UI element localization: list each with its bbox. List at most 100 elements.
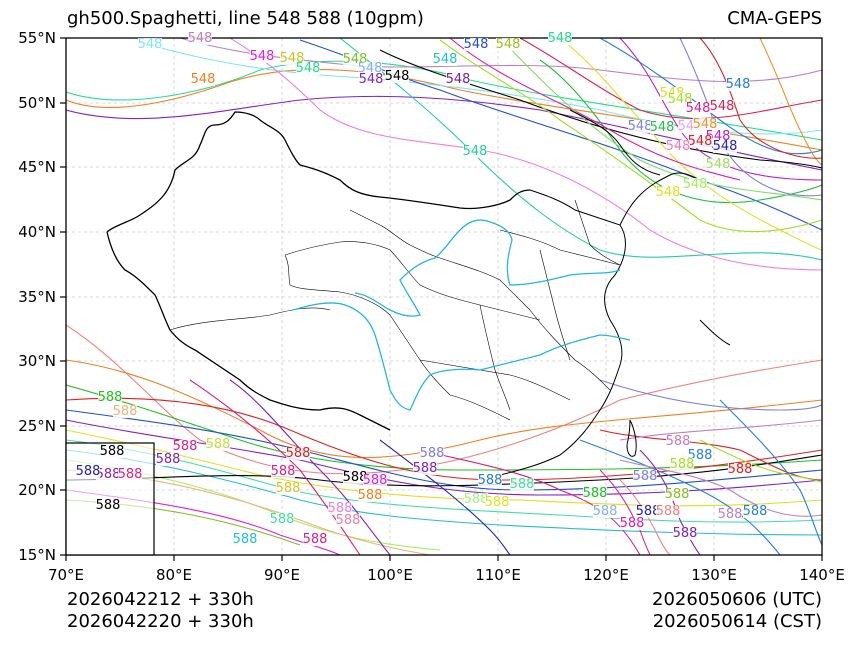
- contour-label: 588: [233, 532, 258, 547]
- contour-label: 548: [628, 119, 653, 134]
- contour-label: 588: [510, 477, 535, 492]
- y-tick-50N: 50°N: [18, 94, 56, 112]
- contour-label: 588: [286, 446, 311, 461]
- y-tick-15N: 15°N: [18, 546, 56, 564]
- contour-label: 548: [656, 185, 681, 200]
- contour-label: 588: [583, 486, 608, 501]
- contour-label: 588: [485, 495, 510, 510]
- contour-label: 548: [191, 72, 216, 87]
- contour-label: 588: [113, 404, 138, 419]
- contour-label: 548: [688, 134, 713, 149]
- contour-label: 548: [650, 120, 675, 135]
- chart-title: gh500.Spaghetti, line 548 588 (10gpm): [67, 8, 424, 29]
- x-tick-70E: 70°E: [47, 566, 85, 584]
- y-tick-45N: 45°N: [18, 158, 56, 176]
- contour-label: 588: [478, 473, 503, 488]
- x-tick-130E: 130°E: [691, 566, 737, 584]
- x-tick-90E: 90°E: [263, 566, 301, 584]
- contour-label: 588: [633, 469, 658, 484]
- contours-548: [66, 38, 822, 271]
- contour-label: 548: [296, 61, 321, 76]
- contour-label: 588: [593, 504, 618, 519]
- contour-label: 588: [665, 487, 690, 502]
- y-tick-20N: 20°N: [18, 481, 56, 499]
- contour-label: 588: [156, 452, 181, 467]
- contour-label: 588: [173, 439, 198, 454]
- gridlines: [66, 38, 822, 555]
- contour-label: 588: [666, 434, 691, 449]
- contour-label: 548: [706, 157, 731, 172]
- contour-label: 548: [496, 37, 521, 52]
- coastline: [499, 109, 731, 476]
- contour-label: 548: [359, 72, 384, 87]
- model-name: CMA-GEPS: [727, 8, 822, 29]
- country-borders: [106, 111, 531, 431]
- contour-label: 588: [336, 513, 361, 528]
- contour-label: 548: [683, 177, 708, 192]
- contour-label: 548: [250, 49, 275, 64]
- contour-label: 588: [303, 532, 328, 547]
- rivers: [292, 219, 631, 411]
- contour-label: 588: [98, 390, 123, 405]
- contour-label: 588: [656, 504, 681, 519]
- contour-label: 548: [713, 139, 738, 154]
- contour-label: 548: [446, 72, 471, 87]
- contour-label: 588: [343, 470, 368, 485]
- contour-label: 548: [464, 37, 489, 52]
- init-time-block: 2026042212 + 330h 2026042220 + 330h: [67, 589, 254, 633]
- contour-label: 588: [363, 473, 388, 488]
- contour-label: 548: [463, 144, 488, 159]
- contour-label: 548: [686, 101, 711, 116]
- contour-label: 548: [693, 117, 718, 132]
- contour-label: 588: [96, 498, 121, 513]
- contour-label: 588: [100, 444, 125, 459]
- contour-label: 588: [118, 467, 143, 482]
- contour-label: 588: [328, 501, 353, 516]
- x-tick-140E: 140°E: [799, 566, 845, 584]
- tick-marks: [60, 37, 823, 561]
- contour-label: 588: [413, 461, 438, 476]
- contour-label: 588: [620, 516, 645, 531]
- y-tick-25N: 25°N: [18, 417, 56, 435]
- contour-label: 588: [96, 467, 121, 482]
- contour-label: 548: [548, 31, 573, 46]
- province-borders: [169, 199, 621, 421]
- valid-time-utc: 2026050606 (UTC): [652, 589, 822, 610]
- init-time-cst: 2026042220 + 330h: [67, 611, 254, 632]
- contour-label: 588: [670, 457, 695, 472]
- valid-time-cst: 2026050614 (CST): [652, 611, 822, 632]
- y-tick-35N: 35°N: [18, 288, 56, 306]
- valid-time-block: 2026050606 (UTC) 2026050614 (CST): [652, 589, 822, 633]
- x-tick-100E: 100°E: [367, 566, 413, 584]
- contour-label: 588: [718, 507, 743, 522]
- contour-label: 588: [206, 437, 231, 452]
- contour-label: 588: [358, 488, 383, 503]
- contour-label: 588: [420, 446, 445, 461]
- y-tick-55N: 55°N: [18, 29, 56, 47]
- x-tick-110E: 110°E: [475, 566, 521, 584]
- contour-label: 548: [726, 77, 751, 92]
- contour-label: 588: [743, 504, 768, 519]
- contour-label: 548: [358, 61, 383, 76]
- contour-label: 588: [276, 481, 301, 496]
- x-tick-120E: 120°E: [583, 566, 629, 584]
- contour-label: 548: [188, 31, 213, 46]
- contour-label: 588: [271, 464, 296, 479]
- x-tick-80E: 80°E: [155, 566, 193, 584]
- contour-label: 548: [433, 52, 458, 67]
- y-tick-30N: 30°N: [18, 352, 56, 370]
- contour-label: 588: [673, 526, 698, 541]
- contour-label: 548: [666, 139, 691, 154]
- contour-label: 588: [728, 462, 753, 477]
- contour-label: 548: [710, 99, 735, 114]
- contour-label: 548: [138, 37, 163, 52]
- contour-label: 548: [385, 69, 410, 84]
- contour-label: 588: [636, 504, 661, 519]
- y-tick-40N: 40°N: [18, 223, 56, 241]
- contour-label: 588: [76, 464, 101, 479]
- init-time-utc: 2026042212 + 330h: [67, 589, 254, 610]
- contour-label: 588: [464, 492, 489, 507]
- contour-label: 588: [270, 512, 295, 527]
